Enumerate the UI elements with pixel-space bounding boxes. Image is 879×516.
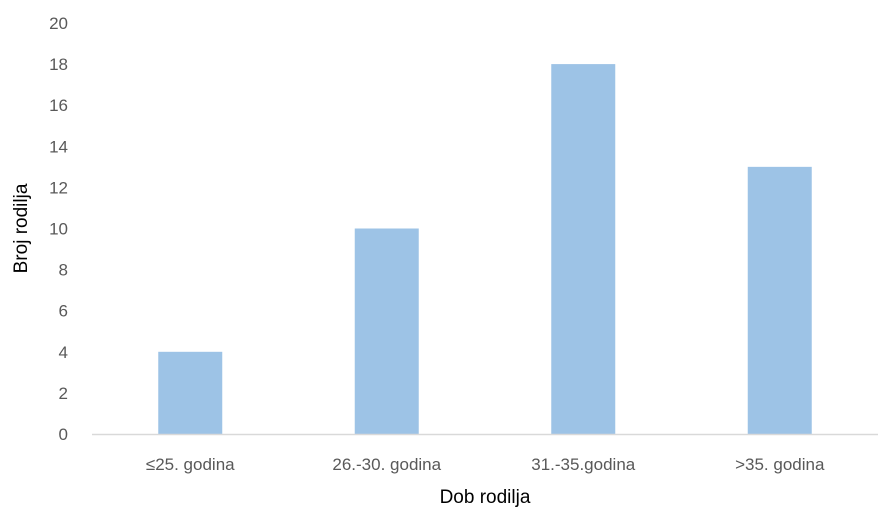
bar xyxy=(158,351,223,434)
y-tick-label: 6 xyxy=(59,302,68,321)
x-tick-label: ≤25. godina xyxy=(146,455,235,474)
x-axis-ticks: ≤25. godina 26.-30. godina 31.-35.godina >3… xyxy=(146,455,825,474)
y-tick-label: 8 xyxy=(59,261,68,280)
y-tick-label: 14 xyxy=(49,137,68,156)
y-axis-ticks: 0 2 4 6 8 10 12 14 16 18 20 xyxy=(49,14,68,444)
y-axis-title: Broj rodilja xyxy=(11,183,32,273)
bar xyxy=(354,228,419,434)
y-tick-label: 0 xyxy=(59,425,68,444)
x-tick-label: 26.-30. godina xyxy=(332,455,441,474)
bar xyxy=(551,64,616,434)
y-tick-label: 12 xyxy=(49,178,68,197)
x-tick-label: >35. godina xyxy=(735,455,825,474)
bars-group xyxy=(158,64,812,434)
x-tick-label: 31.-35.godina xyxy=(531,455,636,474)
bar xyxy=(747,166,812,434)
y-tick-label: 2 xyxy=(59,384,68,403)
y-tick-label: 20 xyxy=(49,14,68,33)
y-tick-label: 4 xyxy=(59,343,68,362)
y-tick-label: 18 xyxy=(49,55,68,74)
y-tick-label: 10 xyxy=(49,220,68,239)
x-axis-title: Dob rodilja xyxy=(440,487,531,508)
y-tick-label: 16 xyxy=(49,96,68,115)
